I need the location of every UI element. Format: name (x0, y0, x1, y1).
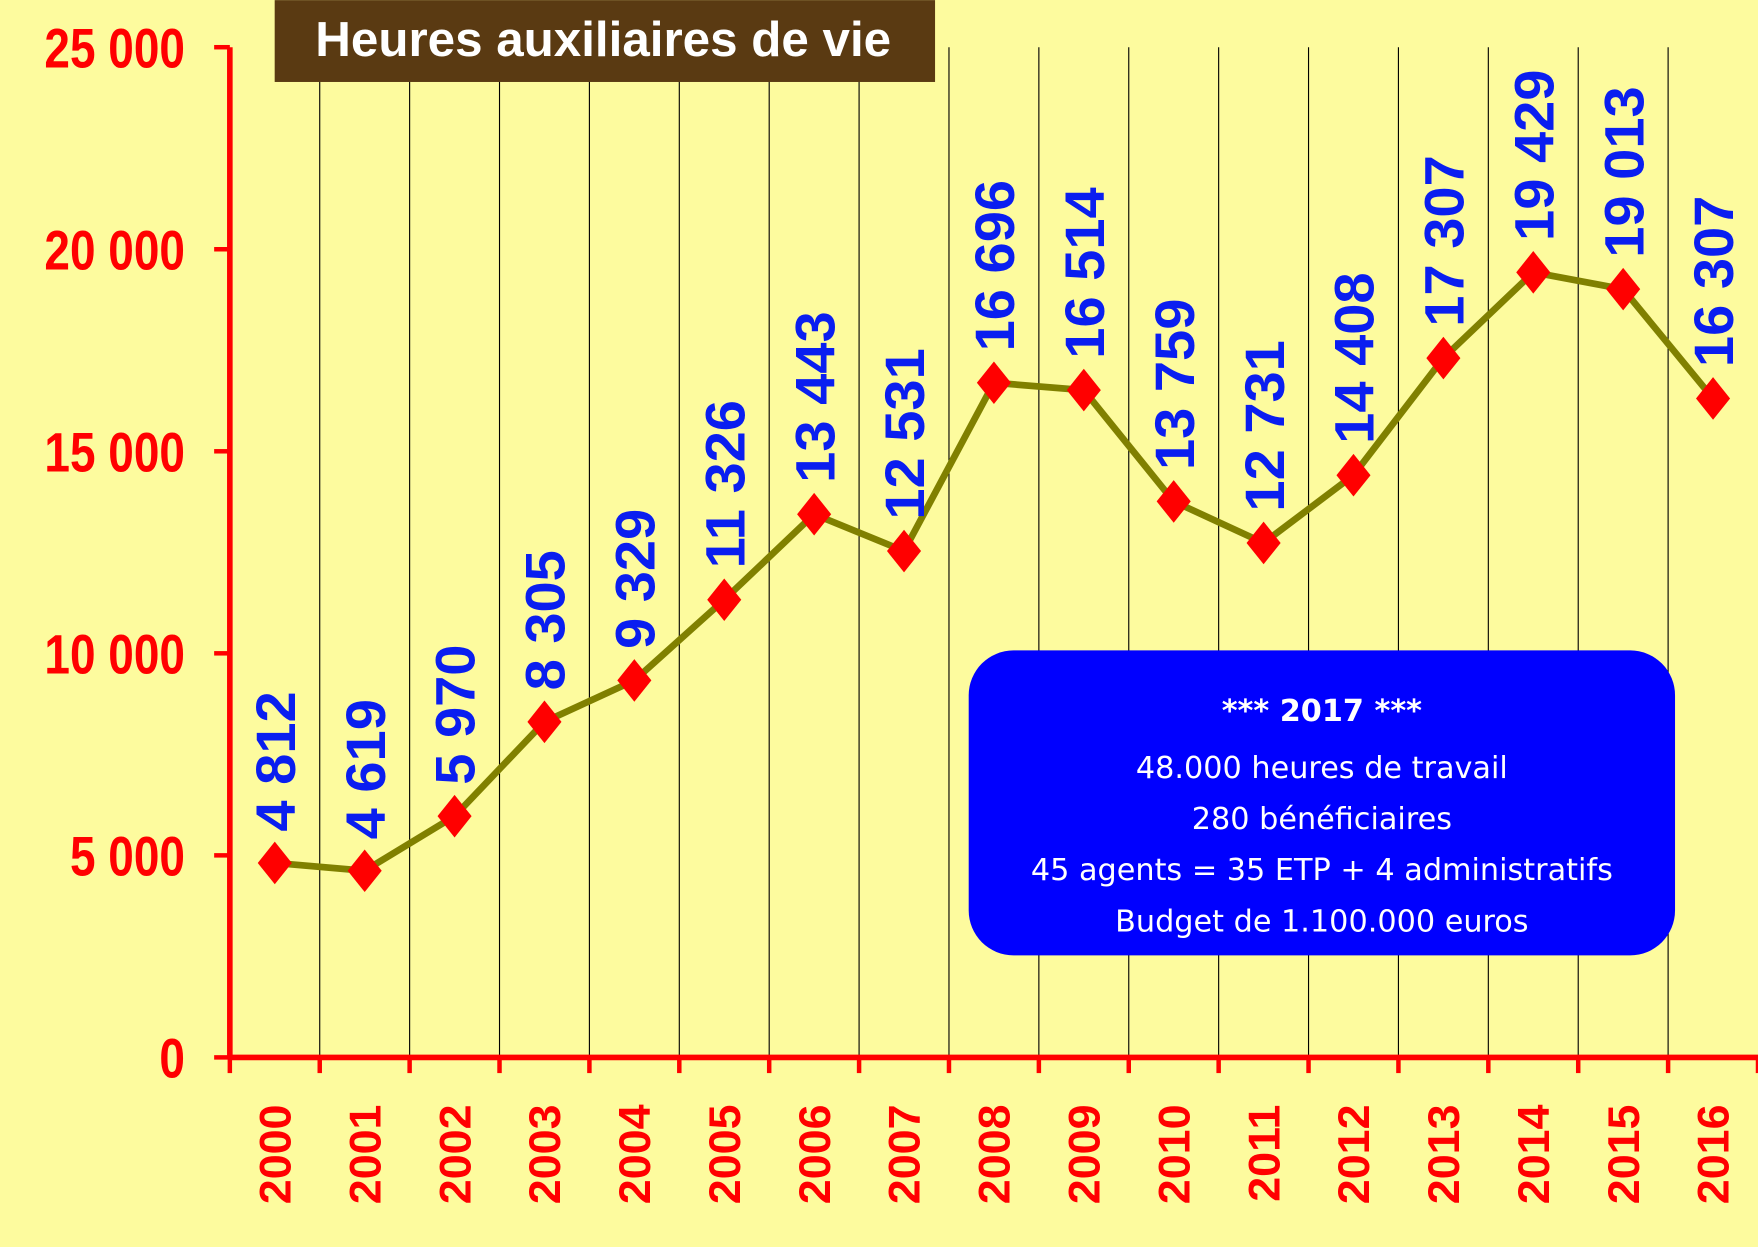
marker (886, 529, 922, 573)
marker (1516, 251, 1551, 294)
x-tick-label: 2014 (1508, 1104, 1559, 1204)
x-tick-label: 2001 (339, 1104, 390, 1204)
x-tick-label: 2002 (429, 1104, 480, 1204)
value-label: 16 307 (1682, 196, 1745, 367)
marker (1156, 480, 1191, 523)
value-label: 12 731 (1233, 340, 1296, 511)
x-tick-label: 2004 (609, 1104, 660, 1204)
x-tick-label: 2006 (789, 1104, 840, 1204)
title-box (274, 0, 936, 82)
annotation-title: *** 2017 *** (1222, 694, 1422, 729)
value-label: 13 759 (1143, 299, 1206, 470)
annotation-line: 48.000 heures de travail (1136, 751, 1508, 786)
annotation-line: Budget de 1.100.000 euros (1115, 904, 1528, 939)
marker (1426, 336, 1461, 380)
marker (1336, 453, 1371, 497)
value-label: 5 970 (424, 645, 487, 785)
marker (976, 361, 1011, 405)
marker (527, 700, 562, 744)
value-label: 16 696 (963, 180, 1026, 351)
y-tick-label: 20 000 (44, 219, 185, 281)
marker (797, 492, 832, 536)
y-tick-label: 0 (159, 1027, 185, 1089)
x-tick-label: 2016 (1688, 1104, 1739, 1204)
value-label: 11 326 (693, 400, 756, 568)
chart-title: Heures auxiliaires de vie (315, 12, 891, 67)
marker (707, 578, 742, 622)
value-label: 8 305 (514, 550, 577, 690)
value-label: 19 013 (1592, 86, 1655, 257)
marker (1696, 377, 1731, 420)
marker (347, 849, 382, 893)
x-tick-label: 2012 (1328, 1104, 1379, 1204)
value-label: 19 429 (1502, 69, 1565, 240)
value-label: 14 408 (1323, 272, 1386, 443)
marker (617, 659, 652, 702)
value-label: 16 514 (1053, 187, 1116, 358)
x-tick-label: 2015 (1598, 1104, 1649, 1204)
x-tick-label: 2008 (969, 1104, 1020, 1204)
x-tick-label: 2007 (879, 1104, 930, 1204)
annotation-box (968, 650, 1676, 956)
x-tick-label: 2003 (519, 1104, 570, 1204)
x-tick-label: 2011 (1238, 1104, 1289, 1201)
value-label: 12 531 (873, 348, 936, 519)
y-tick-label: 10 000 (44, 623, 185, 685)
x-tick-label: 2013 (1418, 1104, 1469, 1204)
value-label: 9 329 (604, 509, 667, 649)
annotation-line: 280 bénéficiaires (1192, 802, 1452, 837)
y-tick-label: 25 000 (44, 17, 185, 79)
value-label: 13 443 (783, 311, 846, 482)
marker (257, 841, 292, 885)
x-tick-label: 2000 (249, 1104, 300, 1204)
annotation-line: 45 agents = 35 ETP + 4 administratifs (1031, 853, 1613, 888)
value-label: 4 812 (244, 691, 307, 831)
x-tick-label: 2010 (1148, 1104, 1199, 1204)
x-tick-label: 2009 (1059, 1104, 1110, 1204)
x-tick-label: 2005 (699, 1104, 750, 1204)
y-tick-label: 5 000 (70, 825, 185, 887)
value-label: 17 307 (1413, 155, 1476, 326)
marker (1246, 521, 1281, 565)
value-label: 4 619 (334, 699, 397, 839)
y-tick-label: 15 000 (44, 421, 185, 483)
